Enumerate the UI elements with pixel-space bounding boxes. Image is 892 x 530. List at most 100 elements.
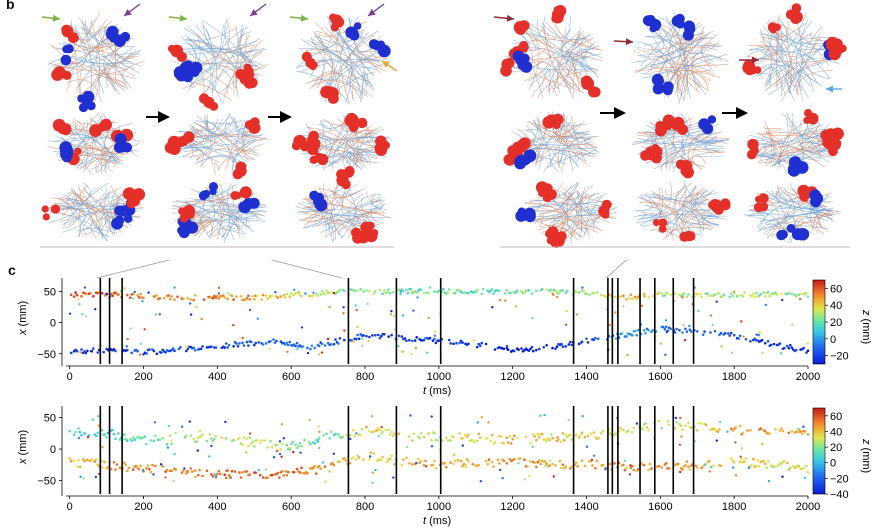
- red-source-blob: [179, 213, 189, 223]
- data-point: [806, 433, 810, 436]
- fiber-tract: [237, 126, 250, 136]
- data-point: [600, 293, 603, 297]
- data-point: [72, 433, 76, 436]
- data-point: [457, 342, 460, 345]
- data-point: [619, 426, 622, 430]
- data-point: [418, 436, 421, 440]
- data-point: [295, 467, 299, 471]
- data-point: [509, 442, 513, 445]
- data-point: [155, 294, 159, 297]
- data-point: [368, 289, 371, 293]
- data-point: [143, 435, 147, 438]
- data-point: [729, 292, 733, 295]
- data-point: [397, 334, 401, 338]
- data-point: [601, 463, 605, 467]
- data-point: [696, 330, 699, 333]
- data-point: [590, 458, 594, 462]
- red-source-blob: [164, 141, 177, 154]
- data-point: [211, 439, 215, 443]
- data-point: [415, 461, 418, 465]
- fiber-tract: [190, 67, 237, 89]
- chart-bottom: 0 200 400 600 800 1000 1200 1400 1600 1800 2000500…: [17, 406, 872, 527]
- data-point: [524, 435, 528, 439]
- data-point: [408, 338, 411, 342]
- fiber-tract: [194, 119, 244, 125]
- fiber-tract: [766, 65, 812, 87]
- data-point: [80, 348, 83, 351]
- data-point: [250, 340, 253, 344]
- data-point: [549, 433, 553, 436]
- data-point: [729, 427, 733, 430]
- data-point: [632, 426, 636, 430]
- fiber-tract: [174, 139, 257, 150]
- data-point: [651, 294, 655, 298]
- blue-source-blob: [121, 142, 133, 153]
- fiber-tract: [637, 130, 715, 145]
- data-point: [613, 462, 616, 465]
- data-point: [371, 471, 374, 474]
- data-point: [478, 344, 482, 347]
- data-point: [226, 292, 230, 295]
- data-point: [371, 430, 374, 434]
- data-point: [285, 473, 289, 477]
- data-point: [126, 337, 129, 341]
- data-point: [174, 431, 177, 435]
- fiber-tract: [214, 162, 220, 175]
- data-point: [374, 468, 377, 472]
- fiber-tract: [335, 24, 392, 63]
- data-point: [380, 458, 383, 461]
- data-point: [354, 458, 358, 461]
- data-point: [498, 462, 501, 465]
- data-point: [182, 469, 185, 472]
- red-source-blob: [382, 141, 390, 150]
- data-point: [279, 448, 283, 451]
- data-point: [764, 303, 767, 307]
- fiber-tract: [64, 184, 82, 229]
- fiber-tract: [91, 119, 141, 143]
- data-point: [289, 442, 293, 446]
- data-point: [288, 296, 291, 299]
- data-point: [687, 421, 690, 425]
- fiber-tract: [235, 24, 243, 98]
- data-point: [713, 293, 717, 296]
- data-point: [747, 466, 750, 469]
- data-point: [684, 424, 687, 428]
- data-point: [452, 435, 455, 439]
- data-point: [403, 337, 407, 340]
- data-point: [365, 289, 368, 292]
- data-point: [199, 435, 203, 438]
- fiber-tract: [236, 120, 248, 163]
- fiber-tract: [362, 71, 367, 99]
- data-point: [416, 457, 420, 461]
- data-point: [467, 459, 470, 463]
- data-point: [393, 432, 396, 436]
- fiber-tract: [341, 123, 379, 134]
- data-point: [505, 436, 509, 439]
- fiber-tract: [747, 50, 791, 94]
- data-point: [520, 289, 523, 293]
- data-point: [253, 298, 256, 301]
- data-point: [165, 443, 169, 446]
- fiber-tract: [799, 139, 835, 150]
- panel-c-charts: 0 200 400 600 800 1000 1200 1400 1600 1800 2000500…: [17, 260, 872, 527]
- data-point: [275, 449, 279, 453]
- data-point: [106, 465, 110, 469]
- data-point: [759, 292, 762, 296]
- data-point: [721, 295, 724, 298]
- data-point: [461, 341, 464, 344]
- data-point: [227, 474, 231, 477]
- fiber-tract: [765, 36, 822, 91]
- data-point: [298, 471, 302, 474]
- data-point: [317, 464, 321, 468]
- data-point: [306, 346, 309, 350]
- data-point: [382, 333, 386, 336]
- data-point: [781, 475, 784, 478]
- data-point: [288, 340, 292, 344]
- data-point: [91, 418, 95, 421]
- data-point: [248, 436, 252, 439]
- data-point: [642, 463, 646, 467]
- data-point: [353, 289, 357, 293]
- data-point: [767, 479, 771, 483]
- data-point: [700, 295, 703, 298]
- data-point: [642, 292, 646, 296]
